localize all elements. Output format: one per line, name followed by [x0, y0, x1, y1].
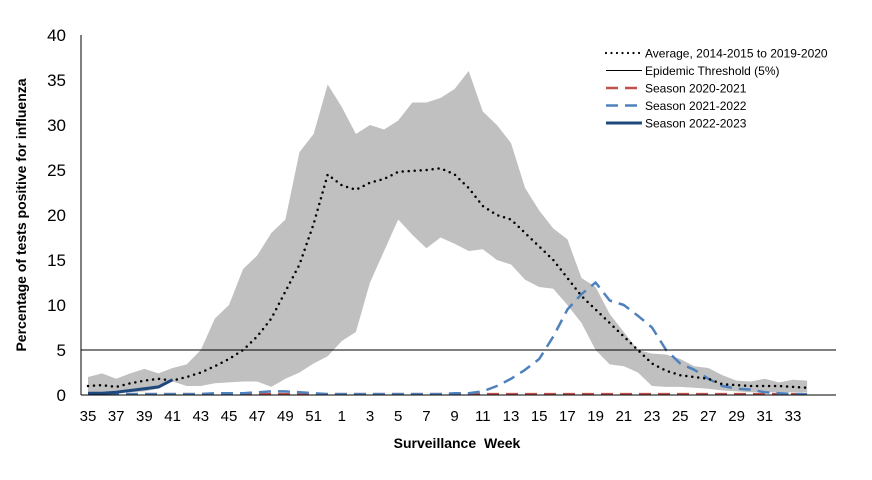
y-tick-label: 40	[47, 26, 66, 45]
x-tick-label: 7	[422, 408, 430, 425]
x-tick-label: 13	[503, 408, 520, 425]
y-tick-label: 25	[47, 161, 66, 180]
x-tick-label: 17	[559, 408, 576, 425]
x-tick-label: 23	[644, 408, 661, 425]
y-tick-label: 30	[47, 116, 66, 135]
legend-label: Season 2021-2022	[645, 99, 747, 113]
x-tick-label: 29	[728, 408, 745, 425]
x-tick-label: 27	[700, 408, 717, 425]
legend-label: Average, 2014-2015 to 2019-2020	[645, 47, 828, 61]
y-tick-label: 0	[57, 386, 66, 405]
x-tick-label: 37	[108, 408, 125, 425]
y-axis-title: Percentage of tests positive for influen…	[13, 78, 29, 351]
x-tick-label: 25	[672, 408, 689, 425]
y-tick-label: 15	[47, 251, 66, 270]
range-band	[88, 71, 808, 393]
x-tick-label: 51	[305, 408, 322, 425]
x-tick-label: 21	[615, 408, 632, 425]
x-tick-label: 33	[785, 408, 802, 425]
y-tick-label: 10	[47, 296, 66, 315]
x-tick-label: 43	[192, 408, 209, 425]
series-line-average-2014-2015-to-2019-2020	[86, 166, 809, 390]
x-tick-label: 11	[475, 408, 491, 425]
legend: Average, 2014-2015 to 2019-2020 Epidemic …	[604, 47, 828, 131]
x-tick-label: 45	[221, 408, 238, 425]
x-tick-label: 35	[80, 408, 97, 425]
x-tick-label: 19	[587, 408, 604, 425]
x-tick-label: 47	[249, 408, 266, 425]
x-tick-label: 3	[366, 408, 374, 425]
x-axis-title: Surveillance Week	[394, 435, 521, 451]
x-tick-label: 39	[136, 408, 153, 425]
x-tick-label: 31	[756, 408, 773, 425]
series-line-season-2022-2023	[88, 378, 174, 395]
x-tick-label: 49	[277, 408, 294, 425]
y-tick-label: 20	[47, 206, 66, 225]
legend-label: Season 2020-2021	[645, 82, 747, 96]
x-tick-label: 9	[450, 408, 458, 425]
x-tick-label: 15	[531, 408, 548, 425]
y-tick-label: 35	[47, 71, 66, 90]
y-tick-label: 5	[57, 341, 66, 360]
series-line-season-2021-2022	[88, 281, 808, 396]
x-tick-label: 1	[338, 408, 346, 425]
x-tick-label: 5	[394, 408, 402, 425]
x-tick-label: 41	[164, 408, 181, 425]
legend-label: Epidemic Threshold (5%)	[645, 64, 780, 78]
legend-label: Season 2022-2023	[645, 117, 747, 131]
